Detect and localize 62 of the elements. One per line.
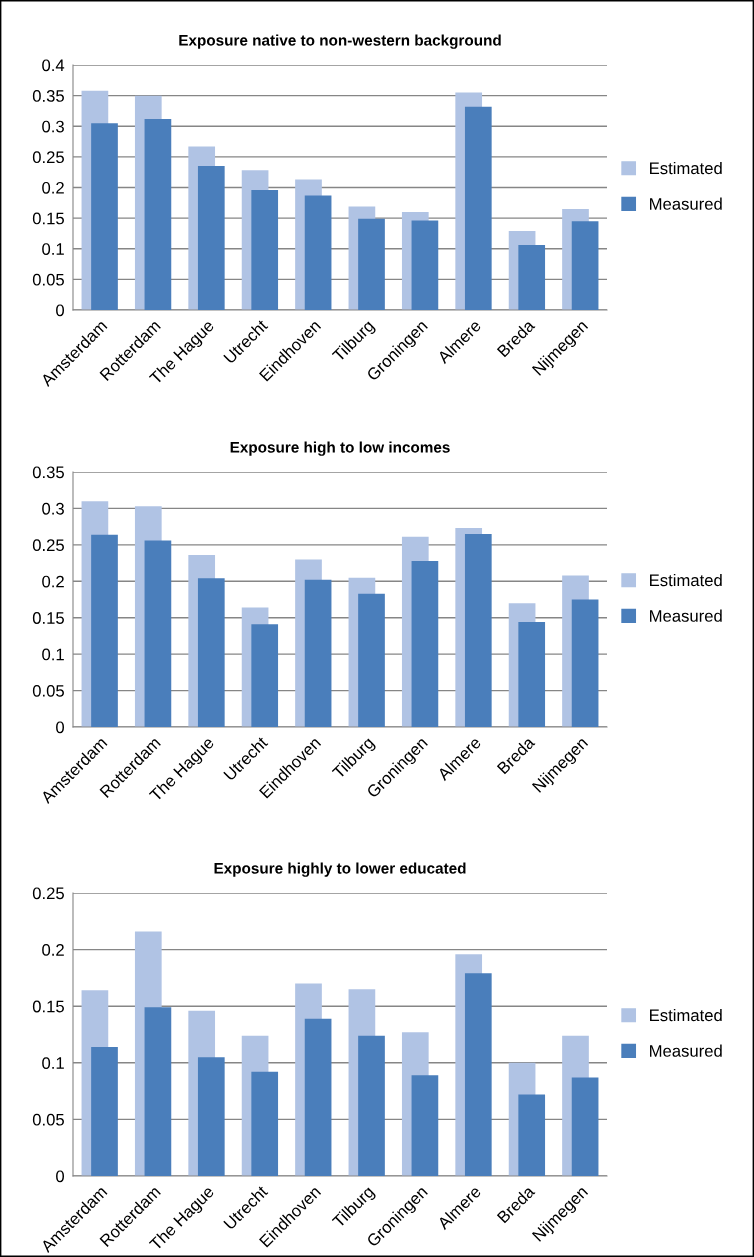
y-tick-label: 0.4: [42, 59, 65, 72]
bar: [464, 533, 492, 727]
y-tick-label: 0.25: [32, 887, 64, 900]
legend-label: Measured: [650, 609, 722, 622]
y-tick-label: 0: [56, 721, 65, 734]
bar: [518, 622, 546, 727]
legend-label: Measured: [650, 197, 722, 210]
bar: [411, 220, 439, 310]
bar: [91, 123, 118, 310]
chart-title: Exposure highly to lower educated: [214, 862, 466, 877]
bar: [571, 599, 599, 727]
y-tick-label: 0.3: [42, 120, 64, 133]
chart-title: Exposure high to low incomes: [230, 441, 450, 456]
bar: [304, 195, 332, 310]
y-tick-label: 0.15: [32, 1000, 64, 1013]
y-tick-label: 0.35: [32, 466, 64, 479]
y-tick-label: 0.15: [32, 212, 64, 225]
legend-label: Estimated: [650, 573, 722, 587]
y-tick-label: 0: [56, 1170, 65, 1183]
y-tick-label: 0.25: [32, 539, 64, 552]
y-tick-label: 0.05: [32, 684, 64, 697]
y-tick-label: 0: [56, 304, 65, 317]
bar: [304, 579, 332, 727]
bar: [304, 1018, 332, 1176]
bar: [144, 1007, 172, 1176]
y-tick-label: 0.2: [42, 575, 64, 588]
legend-label: Measured: [650, 1044, 722, 1057]
bar: [518, 1094, 546, 1176]
bar: [197, 578, 225, 727]
bar: [358, 218, 385, 310]
y-tick-label: 0.2: [42, 181, 64, 194]
bar: [144, 540, 172, 727]
y-tick-label: 0.15: [32, 612, 64, 624]
y-tick-label: 0.1: [42, 1057, 64, 1069]
bar: [411, 560, 439, 727]
bar: [411, 1075, 439, 1176]
bar: [571, 1077, 599, 1176]
y-tick-label: 0.3: [42, 502, 64, 515]
y-tick-label: 0.05: [32, 273, 64, 286]
bar: [358, 1035, 385, 1176]
bar: [197, 1057, 225, 1176]
bar: [91, 1046, 118, 1176]
y-tick-label: 0.05: [32, 1113, 64, 1126]
bar: [251, 624, 279, 727]
bar: [197, 166, 225, 310]
y-tick-label: 0.1: [42, 648, 64, 661]
bar: [518, 245, 546, 310]
bar: [464, 106, 492, 310]
bar: [571, 221, 599, 310]
bar: [358, 593, 385, 727]
bar: [464, 973, 492, 1176]
y-tick-label: 0.2: [42, 944, 64, 956]
chart-title: Exposure native to non-western background: [179, 34, 501, 49]
bar: [251, 189, 279, 310]
y-tick-label: 0.25: [32, 151, 64, 164]
legend-label: Estimated: [650, 1008, 722, 1022]
bar: [144, 118, 172, 310]
bar: [91, 534, 118, 727]
bar: [251, 1071, 279, 1176]
y-tick-label: 0.35: [32, 90, 64, 102]
y-tick-label: 0.1: [42, 243, 64, 255]
legend-label: Estimated: [650, 161, 722, 175]
